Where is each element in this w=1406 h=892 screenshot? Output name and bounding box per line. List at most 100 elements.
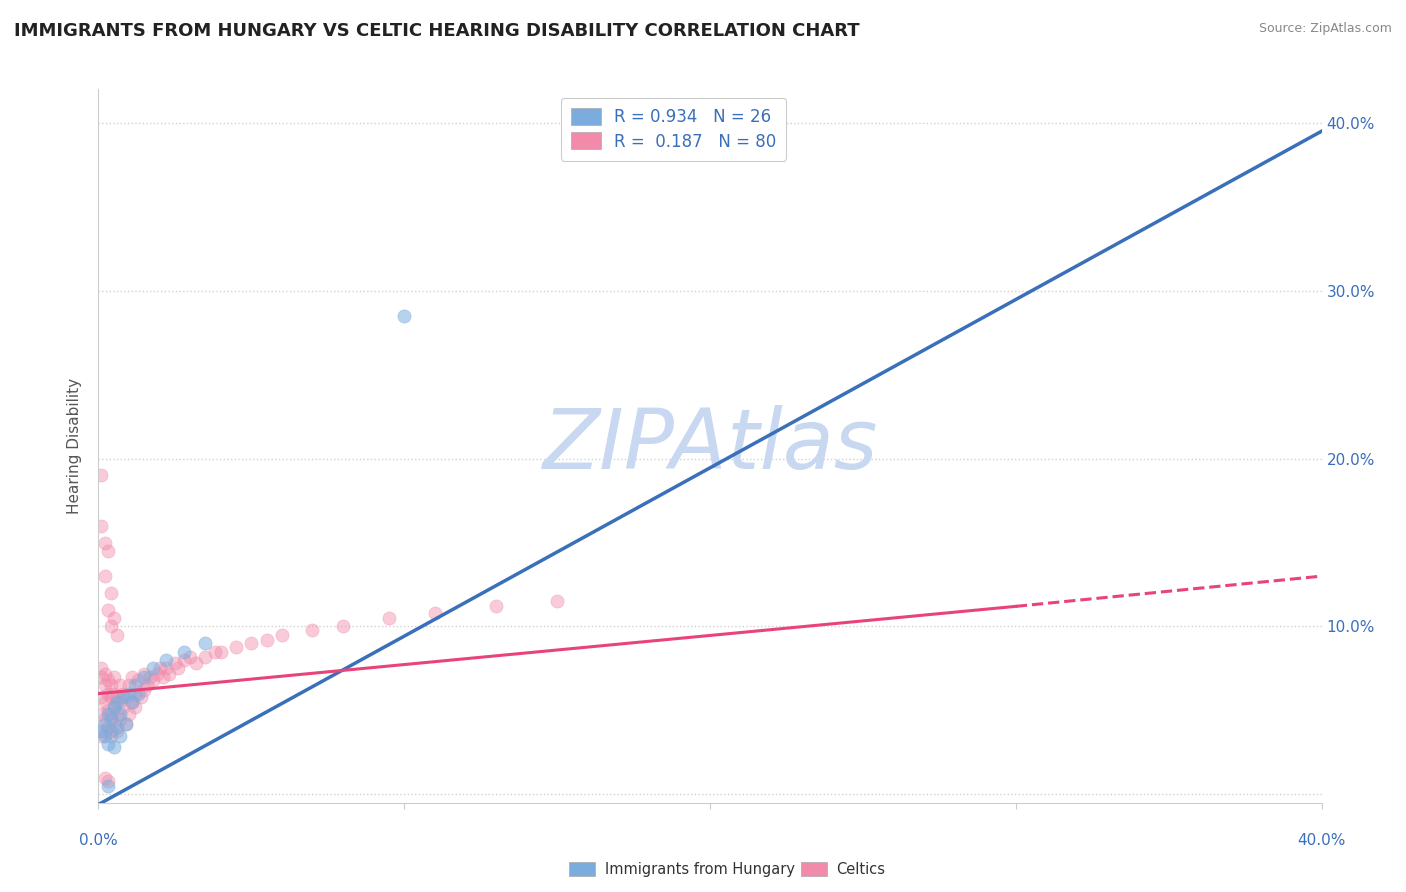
- Point: [100, 586, 122, 600]
- Point: [378, 611, 401, 625]
- Point: [194, 636, 217, 650]
- Point: [423, 606, 446, 620]
- Point: [118, 687, 141, 701]
- Point: [93, 717, 115, 731]
- Legend: R = 0.934   N = 26, R =  0.187   N = 80: R = 0.934 N = 26, R = 0.187 N = 80: [561, 97, 786, 161]
- Point: [90, 670, 112, 684]
- Point: [105, 706, 128, 721]
- Point: [93, 569, 115, 583]
- Point: [103, 717, 125, 731]
- Point: [167, 661, 190, 675]
- Point: [93, 771, 115, 785]
- Point: [100, 619, 122, 633]
- Point: [105, 690, 128, 704]
- Point: [152, 670, 174, 684]
- Point: [100, 706, 122, 721]
- Point: [157, 666, 180, 681]
- Point: [240, 636, 263, 650]
- Point: [103, 700, 125, 714]
- Point: [97, 706, 120, 721]
- Point: [186, 657, 208, 671]
- Point: [103, 611, 125, 625]
- Point: [124, 700, 146, 714]
- Point: [127, 673, 149, 688]
- Point: [97, 774, 120, 789]
- Point: [97, 720, 120, 734]
- Point: [97, 737, 120, 751]
- Point: [103, 670, 125, 684]
- Point: [145, 666, 167, 681]
- Point: [103, 700, 125, 714]
- Point: [100, 723, 122, 738]
- Point: [97, 603, 120, 617]
- Point: [90, 729, 112, 743]
- Point: [97, 544, 120, 558]
- Point: [173, 653, 195, 667]
- Point: [155, 653, 177, 667]
- Point: [90, 690, 112, 704]
- Point: [194, 649, 217, 664]
- Point: [93, 695, 115, 709]
- Text: 40.0%: 40.0%: [1298, 833, 1346, 848]
- Text: Source: ZipAtlas.com: Source: ZipAtlas.com: [1258, 22, 1392, 36]
- Point: [111, 687, 134, 701]
- Point: [301, 623, 323, 637]
- Point: [129, 690, 152, 704]
- Point: [90, 468, 112, 483]
- Point: [103, 687, 125, 701]
- Point: [225, 640, 247, 654]
- Point: [392, 309, 416, 323]
- Point: [121, 670, 143, 684]
- Point: [93, 535, 115, 549]
- Point: [118, 706, 141, 721]
- Point: [100, 678, 122, 692]
- Point: [108, 706, 131, 721]
- Point: [115, 690, 138, 704]
- Point: [134, 666, 156, 681]
- Point: [256, 632, 278, 647]
- Point: [93, 678, 115, 692]
- Point: [332, 619, 354, 633]
- Point: [93, 666, 115, 681]
- Point: [108, 678, 131, 692]
- Point: [90, 723, 112, 738]
- Point: [93, 723, 115, 738]
- Point: [163, 657, 186, 671]
- Point: [105, 695, 128, 709]
- Point: [134, 670, 156, 684]
- Point: [100, 712, 122, 726]
- Point: [179, 649, 201, 664]
- Point: [105, 723, 128, 738]
- Point: [134, 683, 156, 698]
- Point: [97, 703, 120, 717]
- Text: ZIPAtlas: ZIPAtlas: [543, 406, 877, 486]
- Point: [204, 645, 226, 659]
- Text: Immigrants from Hungary: Immigrants from Hungary: [605, 863, 794, 877]
- Point: [97, 687, 120, 701]
- Point: [485, 599, 508, 614]
- Point: [209, 645, 232, 659]
- Point: [90, 661, 112, 675]
- Point: [111, 700, 134, 714]
- Point: [124, 678, 146, 692]
- Point: [97, 779, 120, 793]
- Point: [103, 740, 125, 755]
- Point: [100, 729, 122, 743]
- Point: [97, 673, 120, 688]
- Point: [108, 729, 131, 743]
- Text: Celtics: Celtics: [837, 863, 886, 877]
- Point: [108, 695, 131, 709]
- Point: [108, 712, 131, 726]
- Point: [90, 518, 112, 533]
- Point: [124, 687, 146, 701]
- Point: [127, 687, 149, 701]
- Point: [115, 717, 138, 731]
- Point: [136, 678, 159, 692]
- Y-axis label: Hearing Disability: Hearing Disability: [67, 378, 83, 514]
- Point: [90, 706, 112, 721]
- Point: [111, 690, 134, 704]
- Point: [139, 670, 162, 684]
- Text: IMMIGRANTS FROM HUNGARY VS CELTIC HEARING DISABILITY CORRELATION CHART: IMMIGRANTS FROM HUNGARY VS CELTIC HEARIN…: [14, 22, 859, 40]
- Point: [149, 661, 172, 675]
- Point: [93, 729, 115, 743]
